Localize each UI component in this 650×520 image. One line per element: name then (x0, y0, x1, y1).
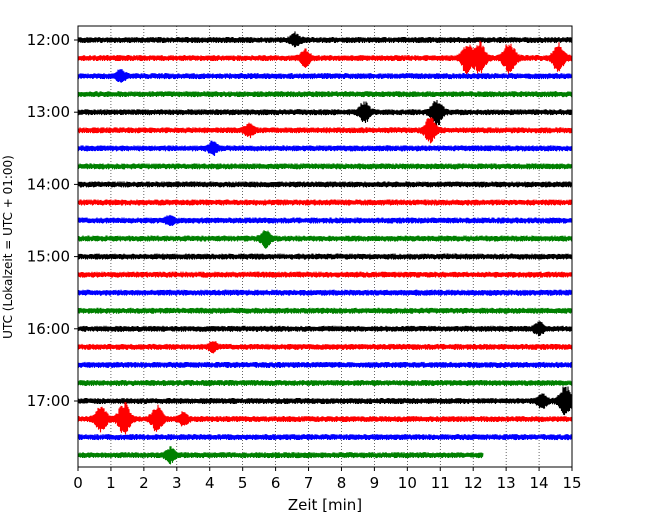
y-axis: 12:00 13:00 14:00 15:00 16:00 17:00 (27, 31, 78, 410)
trace-line (77, 271, 573, 278)
y-tick-label: 16:00 (27, 320, 70, 338)
x-tick-label: 11 (431, 474, 450, 492)
x-tick-label: 8 (337, 474, 347, 492)
trace-line (77, 163, 573, 170)
x-tick-label: 12 (464, 474, 483, 492)
trace-line (77, 379, 573, 386)
trace-line (77, 230, 573, 249)
trace-line (77, 253, 573, 260)
trace-line (77, 91, 573, 98)
x-tick-label: 1 (106, 474, 116, 492)
x-tick-label: 2 (139, 474, 149, 492)
trace-line (77, 307, 573, 314)
trace-line (77, 434, 573, 441)
x-tick-label: 3 (172, 474, 182, 492)
x-tick-label: 0 (73, 474, 83, 492)
trace-line (77, 31, 573, 48)
trace-line (77, 99, 573, 127)
trace-line (77, 446, 484, 465)
trace-line (77, 386, 573, 416)
y-tick-label: 15:00 (27, 248, 70, 266)
trace-line (77, 69, 573, 83)
trace-line (77, 361, 573, 368)
x-axis: 0 1 2 3 4 5 6 7 8 9 10 11 12 13 14 15 (73, 467, 582, 492)
trace-line (77, 341, 573, 354)
x-tick-label: 6 (271, 474, 281, 492)
x-tick-label: 4 (205, 474, 215, 492)
x-tick-label: 9 (370, 474, 380, 492)
y-tick-label: 12:00 (27, 31, 70, 49)
trace-line (77, 402, 573, 435)
x-tick-label: 13 (497, 474, 516, 492)
x-tick-label: 7 (304, 474, 314, 492)
trace-line (77, 140, 573, 157)
trace-line (77, 321, 573, 337)
y-tick-label: 14:00 (27, 175, 70, 193)
trace-line (77, 117, 573, 144)
plot-frame (77, 25, 573, 468)
x-axis-label: Zeit [min] (288, 496, 362, 514)
trace-line (77, 214, 573, 226)
y-tick-label: 13:00 (27, 103, 70, 121)
y-tick-label: 17:00 (27, 392, 70, 410)
trace-line (77, 199, 573, 206)
trace-line (77, 181, 573, 188)
x-tick-label: 15 (562, 474, 581, 492)
y-axis-label: UTC (Lokalzeit = UTC + 01:00) (1, 155, 15, 339)
x-tick-label: 5 (238, 474, 248, 492)
x-tick-label: 14 (530, 474, 549, 492)
x-tick-label: 10 (398, 474, 417, 492)
trace-line (77, 289, 573, 296)
trace-group (77, 31, 573, 465)
trace-line (77, 40, 573, 75)
